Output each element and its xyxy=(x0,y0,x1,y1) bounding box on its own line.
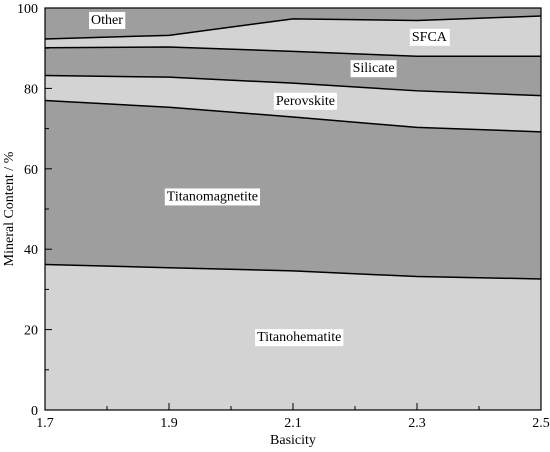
layer-label-background xyxy=(164,188,261,206)
layer-label: Silicate xyxy=(353,61,395,76)
y-tick-label: 20 xyxy=(24,324,38,339)
layer-label-background xyxy=(273,92,337,110)
x-tick-label: 2.5 xyxy=(532,416,550,431)
y-tick-label: 40 xyxy=(24,243,38,258)
layer-label: Other xyxy=(91,13,123,28)
layer-label: Titanomagnetite xyxy=(167,189,258,204)
x-tick-label: 2.3 xyxy=(408,416,426,431)
y-tick-label: 60 xyxy=(24,163,38,178)
layer-label-background xyxy=(255,329,344,347)
area-layers xyxy=(45,8,541,410)
y-axis-title: Mineral Content / % xyxy=(2,151,17,266)
boundary-line-silicate xyxy=(44,46,541,57)
layer-labels: Titanohematite Titanomagnetite Perovskite S… xyxy=(89,11,450,347)
boundary-line-titanohematite xyxy=(44,263,542,280)
area-sfca xyxy=(45,16,541,57)
layer-label-group: Perovskite xyxy=(273,92,337,110)
y-tick-label: 80 xyxy=(24,82,38,97)
layer-label-group: Silicate xyxy=(350,60,397,78)
boundary-line-sfca xyxy=(44,15,542,40)
x-tick-label: 1.7 xyxy=(36,416,54,431)
layer-label-group: Other xyxy=(89,11,126,29)
area-titanomagnetite xyxy=(45,100,541,279)
y-tick-label: 100 xyxy=(17,2,38,17)
layer-label-background xyxy=(409,28,450,46)
layer-label: SFCA xyxy=(412,30,448,45)
x-tick-label: 1.9 xyxy=(160,416,178,431)
layer-label-background xyxy=(89,11,126,29)
y-axis-ticks: 0 20 40 60 80 100 xyxy=(17,2,52,419)
boundary-lines xyxy=(44,15,542,280)
x-axis-title: Basicity xyxy=(270,433,316,448)
x-tick-label: 2.1 xyxy=(284,416,302,431)
layer-label-group: Titanomagnetite xyxy=(164,188,261,206)
boundary-line-perovskite xyxy=(44,74,542,97)
layer-label: Perovskite xyxy=(276,94,335,109)
y-tick-label: 0 xyxy=(31,404,38,419)
layer-label-group: Titanohematite xyxy=(255,329,344,347)
layer-label-background xyxy=(350,60,397,78)
area-other xyxy=(45,8,541,39)
area-silicate xyxy=(45,46,541,96)
layer-label-group: SFCA xyxy=(409,28,450,46)
boundary-line-titanomagnetite xyxy=(44,99,542,133)
layer-label: Titanohematite xyxy=(257,330,341,345)
x-axis-ticks: 1.7 1.9 2.1 2.3 2.5 xyxy=(36,403,550,431)
